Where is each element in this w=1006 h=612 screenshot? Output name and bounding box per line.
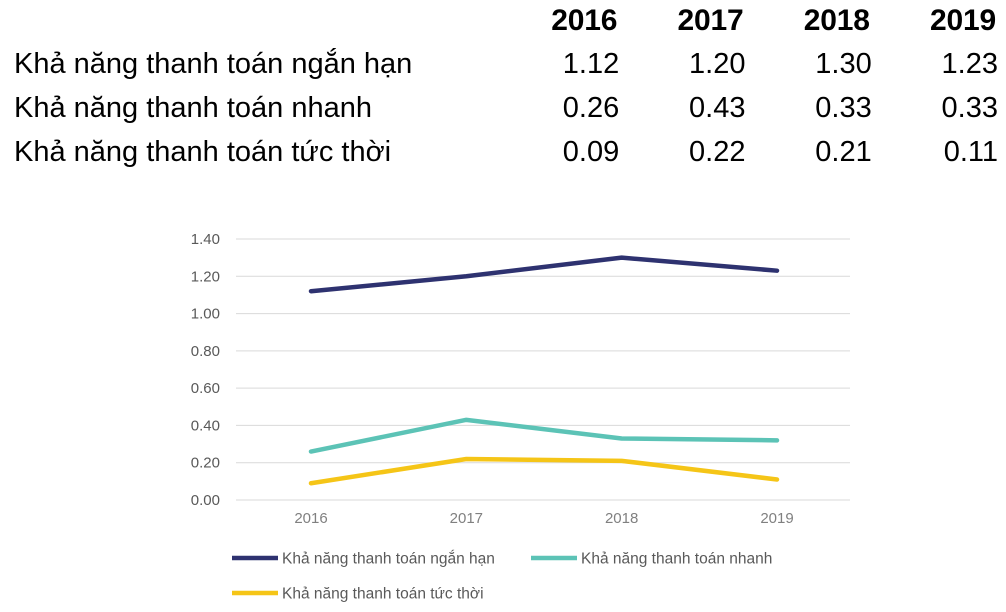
column-header-2017: 2017 — [677, 4, 744, 37]
cell-value: 0.09 — [562, 135, 620, 168]
y-axis-tick-label: 0.60 — [191, 380, 220, 397]
cell-value: 0.43 — [689, 91, 746, 124]
y-axis-tick-label: 0.20 — [191, 455, 220, 472]
row-label: Khả năng thanh toán nhanh — [14, 91, 372, 124]
column-header-2019: 2019 — [930, 4, 996, 37]
cell-value: 0.11 — [943, 135, 998, 168]
table-row: Khả năng thanh toán ngắn hạn 1.12 1.20 1… — [0, 42, 1006, 86]
chart-canvas: 0.000.200.400.600.801.001.201.40 2016 201… — [191, 231, 850, 603]
series-line — [308, 417, 780, 454]
column-header-2018: 2018 — [803, 4, 870, 37]
table-corner-cell — [0, 0, 501, 42]
x-axis-labels: 2016 2017 2018 2019 — [294, 510, 793, 527]
y-axis-tick-label: 1.00 — [191, 306, 220, 323]
legend-label: Khả năng thanh toán nhanh — [581, 551, 772, 568]
legend-label: Khả năng thanh toán ngắn hạn — [282, 551, 495, 568]
y-axis-labels: 0.00 0.20 0.40 0.60 0.80 1.00 1.20 1.40 — [191, 231, 220, 509]
x-axis-tick-label: 2016 — [294, 510, 327, 527]
cell-value: 0.21 — [815, 135, 872, 168]
y-axis-tick-label: 1.20 — [191, 268, 220, 285]
cell-value: 0.26 — [562, 91, 620, 124]
line-chart: 0.00 0.20 0.40 0.60 0.80 1.00 1.20 1.40 2016 201… — [0, 196, 1006, 612]
legend-label: Khả năng thanh toán tức thời — [282, 586, 484, 603]
cell-value: 1.30 — [815, 47, 872, 80]
y-axis-tick-label: 0.80 — [191, 343, 220, 360]
y-axis-tick-label: 1.40 — [191, 231, 220, 248]
cell-value: 0.33 — [815, 91, 872, 124]
cell-value: 0.33 — [941, 91, 998, 124]
x-axis-tick-label: 2018 — [605, 510, 638, 527]
cell-value: 1.20 — [689, 47, 746, 80]
row-label: Khả năng thanh toán ngắn hạn — [14, 47, 413, 80]
column-header-2016: 2016 — [551, 4, 618, 37]
x-axis-tick-label: 2019 — [760, 510, 793, 527]
chart-gridlines — [236, 238, 850, 501]
cell-value: 0.22 — [689, 135, 746, 168]
cell-value: 1.23 — [941, 47, 998, 80]
ratios-table: 2016 2017 2018 2019 Khả năng thanh toán … — [0, 0, 1006, 174]
series-line — [308, 255, 780, 294]
y-axis-tick-label: 0.00 — [191, 492, 220, 509]
table-header-row: 2016 2017 2018 2019 — [0, 0, 1006, 42]
table-row: Khả năng thanh toán nhanh 0.26 0.43 0.33… — [0, 86, 1006, 130]
chart-series-lines — [308, 255, 780, 486]
row-label: Khả năng thanh toán tức thời — [14, 135, 392, 168]
y-axis-tick-label: 0.40 — [191, 417, 220, 434]
cell-value: 1.12 — [562, 47, 620, 80]
table-row: Khả năng thanh toán tức thời 0.09 0.22 0… — [0, 130, 1006, 174]
series-line — [308, 456, 780, 486]
chart-legend: Khả năng thanh toán ngắn hạn Khả năng tha… — [232, 551, 772, 603]
x-axis-tick-label: 2017 — [450, 510, 483, 527]
